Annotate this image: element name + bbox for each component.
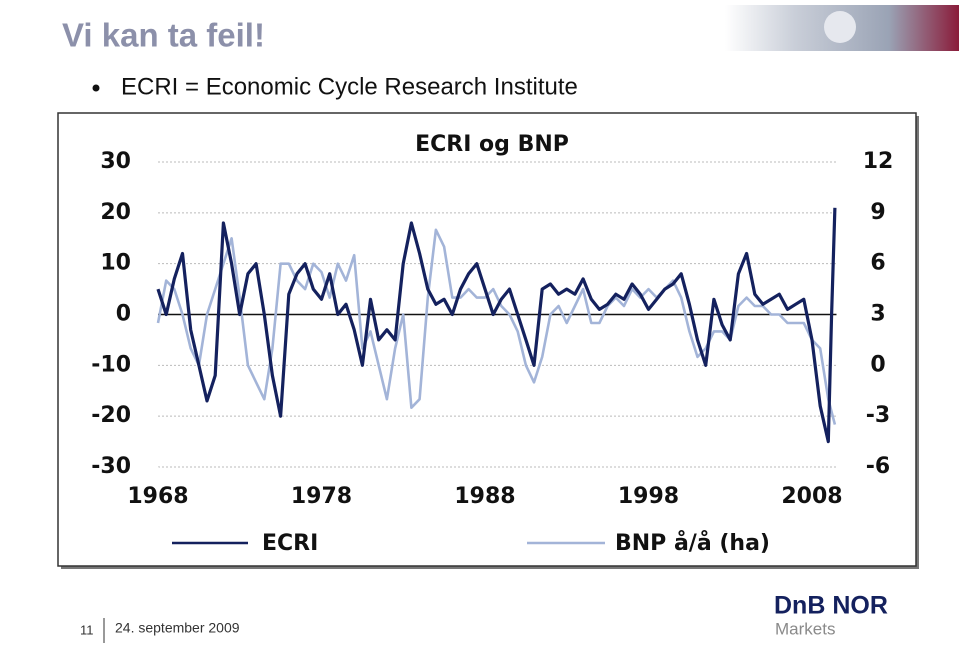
- y-tick-label: 30: [100, 149, 131, 174]
- y2-tick-label: 6: [870, 251, 885, 276]
- slide-title: Vi kan ta feil!: [62, 17, 265, 54]
- y-tick-label: 10: [100, 251, 131, 276]
- y2-tick-label: 12: [863, 149, 894, 174]
- x-tick-label: 1978: [291, 484, 352, 509]
- logo: DnB NOR: [774, 592, 888, 620]
- x-tick-label: 1988: [454, 484, 515, 509]
- chart-frame: [57, 112, 917, 567]
- y2-tick-label: 0: [870, 352, 885, 377]
- logo-sub: Markets: [775, 619, 835, 638]
- y2-tick-label: 9: [870, 200, 885, 225]
- legend-label: BNP å/å (ha): [615, 530, 770, 556]
- x-tick-label: 1998: [618, 484, 679, 509]
- y2-tick-label: -3: [866, 403, 890, 428]
- header-image-coin: [824, 11, 856, 43]
- chart-title: ECRI og BNP: [415, 132, 569, 157]
- page-number: 11: [80, 622, 94, 637]
- y-tick-label: -10: [91, 352, 131, 377]
- bullet-dot: [92, 84, 100, 92]
- x-tick-label: 2008: [781, 484, 842, 509]
- bullet-text: ECRI = Economic Cycle Research Institute: [121, 73, 578, 100]
- legend-label: ECRI: [262, 531, 318, 556]
- y-tick-label: -30: [91, 454, 131, 479]
- series-line: [156, 207, 837, 444]
- y-tick-label: 0: [116, 302, 131, 327]
- footer-date: 24. september 2009: [115, 620, 240, 636]
- x-tick-label: 1968: [127, 484, 188, 509]
- y-tick-label: -20: [91, 403, 131, 428]
- y2-tick-label: -6: [866, 454, 890, 479]
- y-tick-label: 20: [100, 200, 131, 225]
- y2-tick-label: 3: [870, 302, 885, 327]
